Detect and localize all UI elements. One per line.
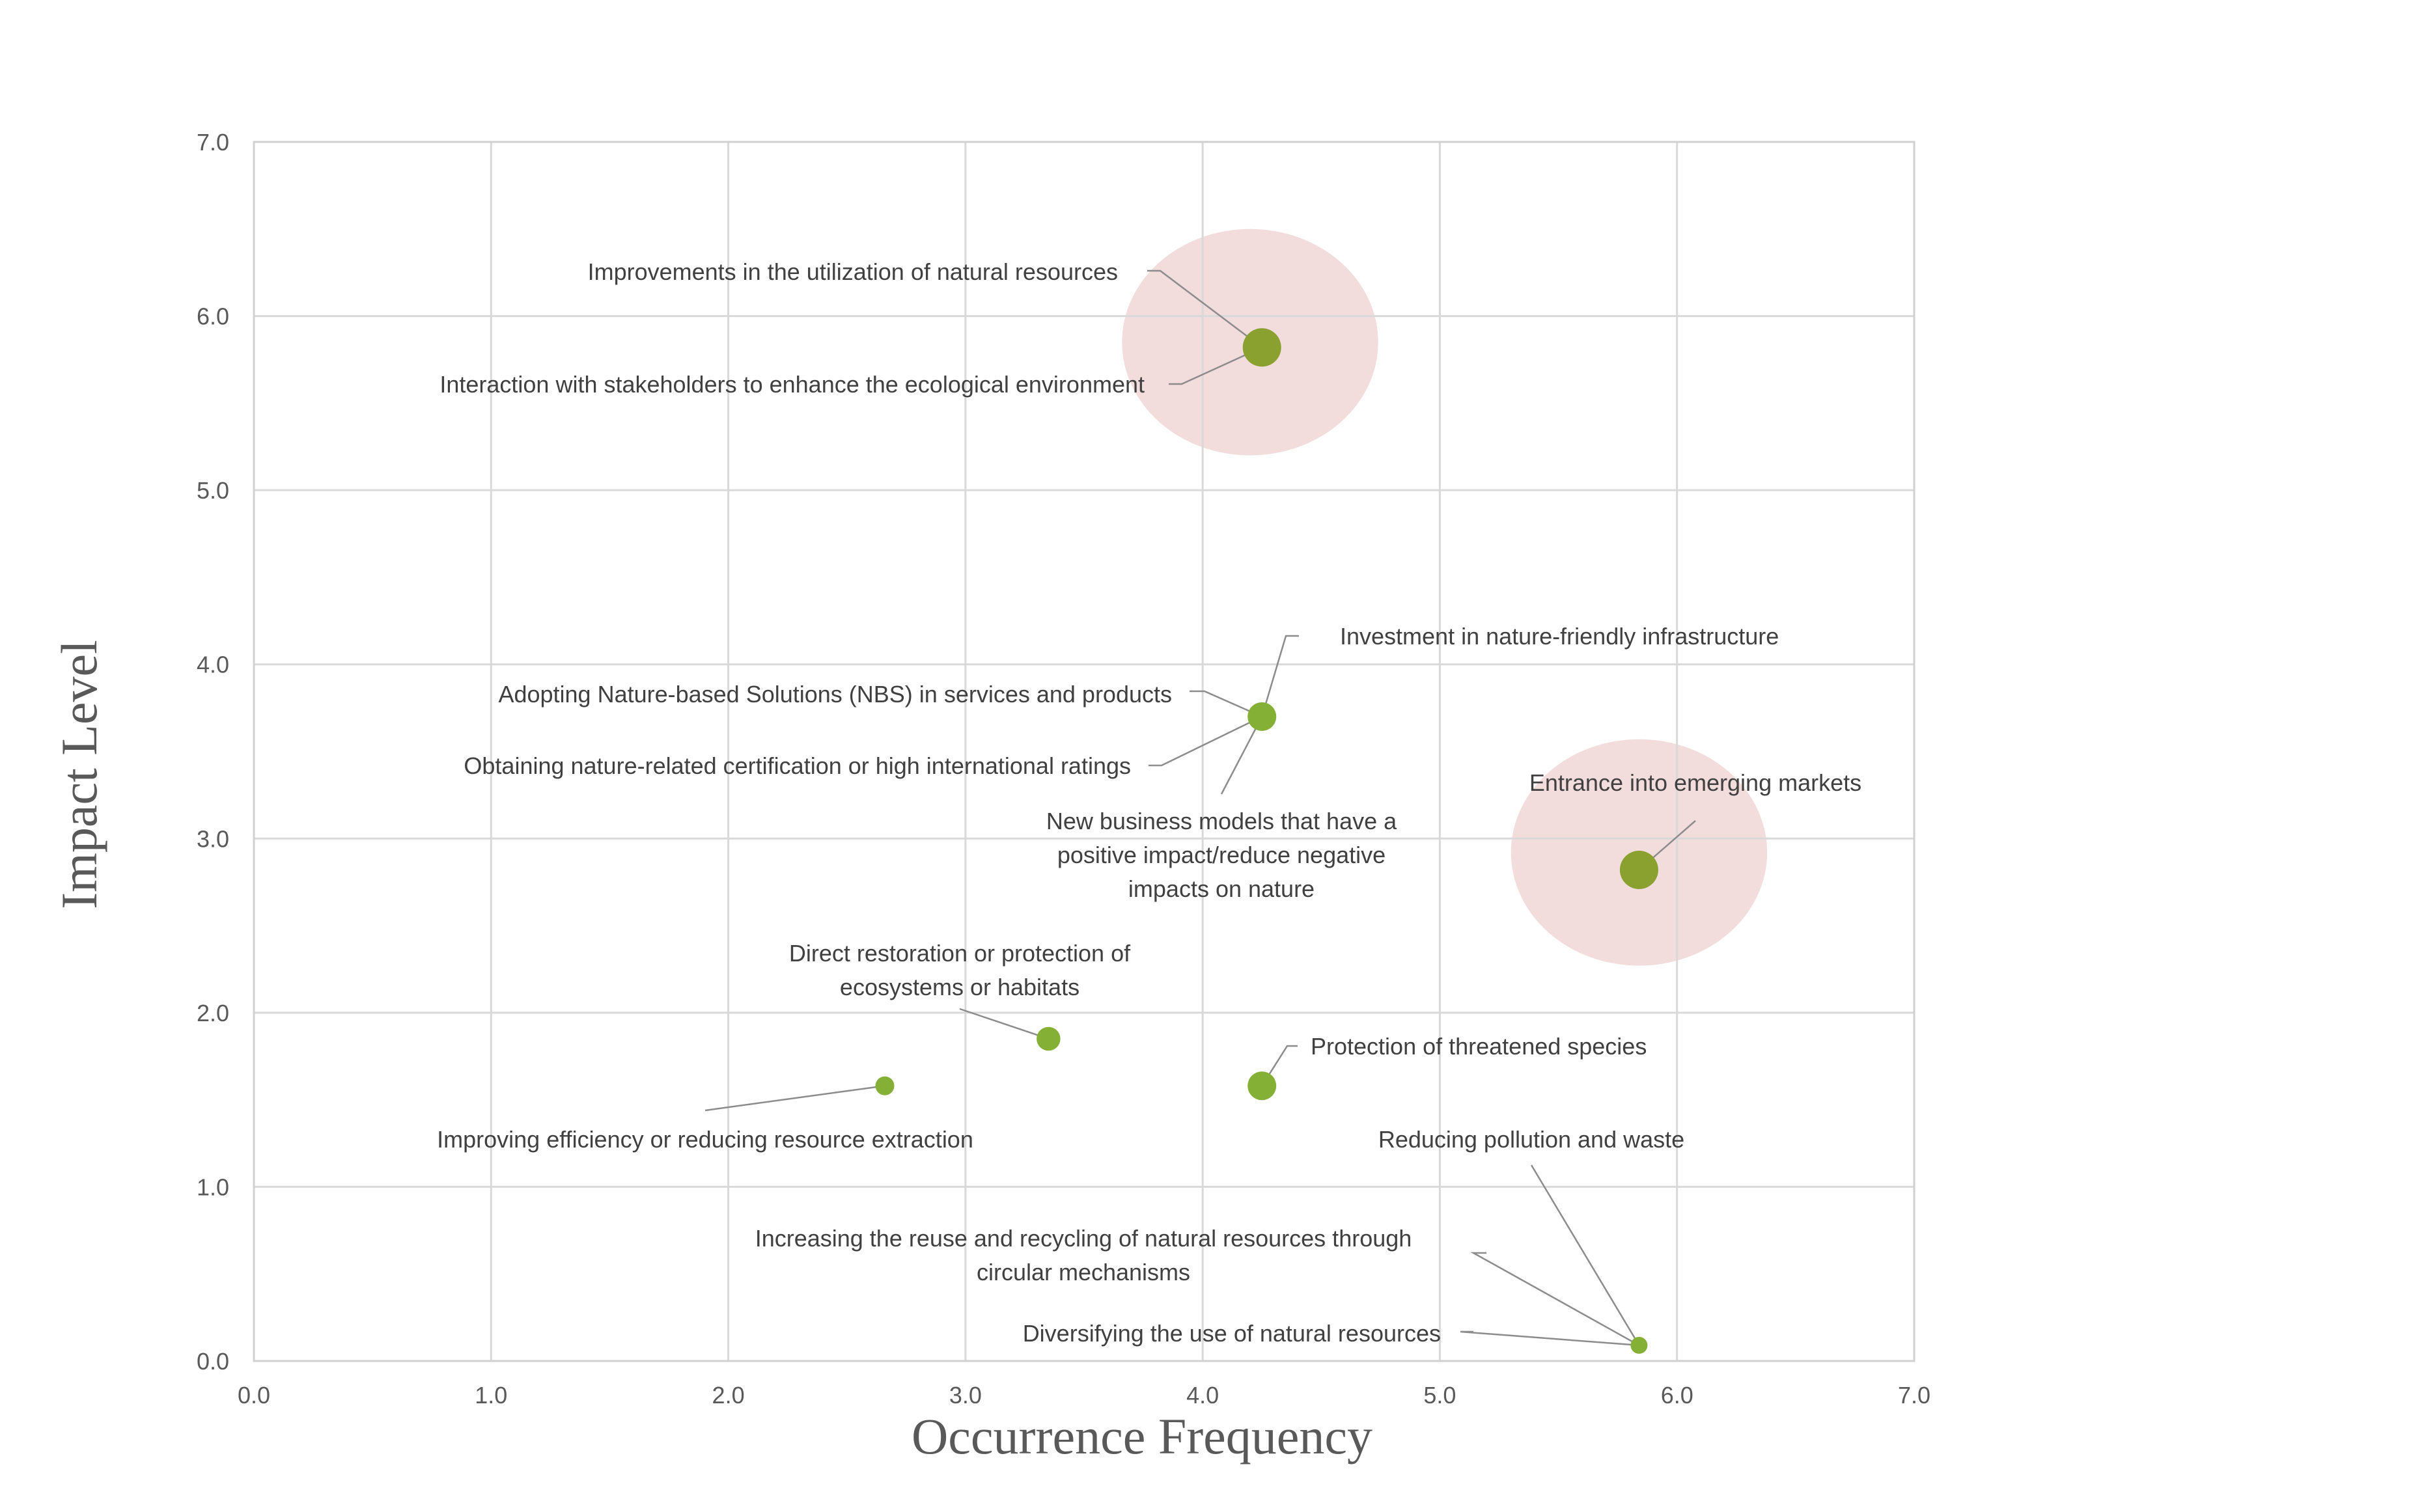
- y-tick-label: 6.0: [197, 303, 229, 330]
- data-label-line: Interaction with stakeholders to enhance…: [439, 371, 1145, 398]
- x-tick-label: 2.0: [712, 1382, 745, 1409]
- tick-layer: 0.0 1.0 2.0 3.0 4.0 5.0 6.0 7.0 0.0 1.0 2.0 3.0 4.0 5…: [197, 129, 1930, 1409]
- y-tick-label: 4.0: [197, 652, 229, 678]
- leader-line: [1147, 269, 1262, 348]
- grid-layer: [253, 141, 1916, 1362]
- data-label-line: circular mechanisms: [977, 1259, 1190, 1285]
- plot-frame: [253, 141, 1916, 1362]
- x-axis-title: Occurrence Frequency: [912, 1408, 1372, 1464]
- y-tick-label: 1.0: [197, 1174, 229, 1200]
- data-label: Direct restoration or protection of ecosy…: [789, 940, 1131, 1000]
- leader-line: [1220, 716, 1263, 795]
- data-label-line: New business models that have a: [1046, 808, 1397, 834]
- data-label: Obtaining nature-related certification o…: [464, 752, 1131, 779]
- x-tick-label: 5.0: [1423, 1382, 1456, 1409]
- x-tick-label: 6.0: [1661, 1382, 1693, 1409]
- data-point-5: [1247, 1071, 1277, 1101]
- leader-line: [1169, 346, 1262, 385]
- y-tick-label: 0.0: [197, 1348, 229, 1375]
- leader-line: [1261, 1045, 1298, 1086]
- data-label: Reducing pollution and waste: [1378, 1126, 1684, 1153]
- data-point-7: [1630, 1336, 1648, 1354]
- data-label-line: Protection of threatened species: [1311, 1033, 1647, 1060]
- data-label-line: Increasing the reuse and recycling of na…: [755, 1225, 1412, 1252]
- x-tick-label: 1.0: [475, 1382, 507, 1409]
- y-tick-label: 2.0: [197, 1000, 229, 1026]
- x-tick-label: 4.0: [1186, 1382, 1219, 1409]
- x-tick-label: 0.0: [238, 1382, 270, 1409]
- data-label: Investment in nature-friendly infrastruc…: [1340, 623, 1779, 650]
- data-label: Diversifying the use of natural resource…: [1023, 1320, 1441, 1347]
- y-tick-label: 3.0: [197, 825, 229, 852]
- data-point-4: [1037, 1026, 1061, 1051]
- data-label-line: impacts on nature: [1128, 875, 1315, 902]
- data-label-line: Improvements in the utilization of natur…: [588, 258, 1118, 285]
- leader-line: [1470, 1252, 1640, 1347]
- leader-line: [704, 1084, 885, 1112]
- leader-line: [959, 1008, 1049, 1040]
- data-label-line: Improving efficiency or reducing resourc…: [437, 1126, 973, 1153]
- point-layer: [875, 328, 1658, 1354]
- leader-line: [1190, 690, 1262, 718]
- data-label: Entrance into emerging markets: [1529, 769, 1861, 796]
- data-label-line: Diversifying the use of natural resource…: [1023, 1320, 1441, 1347]
- data-label-line: Reducing pollution and waste: [1378, 1126, 1684, 1153]
- data-point-1: [1242, 328, 1281, 367]
- data-label-line: Adopting Nature-based Solutions (NBS) in…: [498, 681, 1172, 708]
- data-label-line: Entrance into emerging markets: [1529, 769, 1861, 796]
- data-label: Improving efficiency or reducing resourc…: [437, 1126, 973, 1153]
- data-label: Increasing the reuse and recycling of na…: [755, 1225, 1412, 1285]
- leader-line: [1530, 1164, 1640, 1346]
- leader-line-layer: [704, 269, 1696, 1347]
- data-label: New business models that have a positive …: [1046, 808, 1397, 902]
- data-label-line: Investment in nature-friendly infrastruc…: [1340, 623, 1779, 650]
- data-label-line: positive impact/reduce negative: [1057, 842, 1386, 868]
- data-point-6: [875, 1076, 895, 1095]
- data-label: Protection of threatened species: [1311, 1033, 1647, 1060]
- x-tick-label: 7.0: [1898, 1382, 1930, 1409]
- data-label-line: Obtaining nature-related certification o…: [464, 752, 1131, 779]
- data-label: Improvements in the utilization of natur…: [588, 258, 1118, 285]
- leader-line: [1460, 1330, 1639, 1347]
- data-label-line: ecosystems or habitats: [840, 974, 1080, 1000]
- leader-line: [1149, 715, 1262, 767]
- data-label: Interaction with stakeholders to enhance…: [439, 371, 1145, 398]
- y-tick-label: 5.0: [197, 477, 229, 504]
- data-label-line: Direct restoration or protection of: [789, 940, 1131, 967]
- y-axis-title: Impact Level: [51, 640, 107, 909]
- data-label: Adopting Nature-based Solutions (NBS) in…: [498, 681, 1172, 708]
- y-tick-label: 7.0: [197, 129, 229, 156]
- data-point-3: [1619, 850, 1658, 889]
- leader-line: [1261, 635, 1299, 717]
- data-point-2: [1247, 702, 1277, 731]
- annotation-layer: Improvements in the utilization of natur…: [437, 258, 1861, 1347]
- x-tick-label: 3.0: [949, 1382, 982, 1409]
